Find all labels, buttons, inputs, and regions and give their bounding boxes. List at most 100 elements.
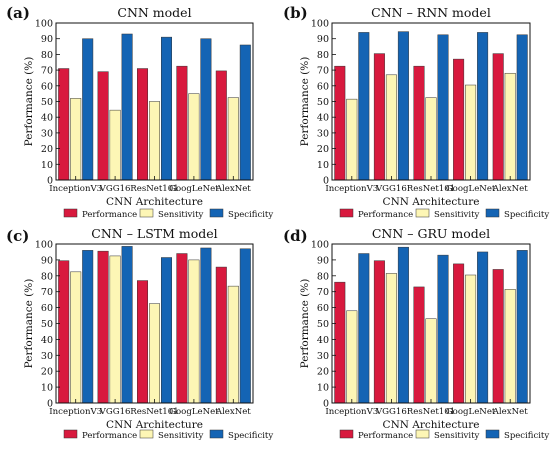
chart-title: CNN – RNN model bbox=[371, 5, 491, 20]
y-tick-label: 50 bbox=[317, 97, 329, 108]
y-tick-label: 90 bbox=[317, 255, 329, 266]
bar-performance-resnet101 bbox=[137, 68, 148, 181]
x-axis-label: CNN Architecture bbox=[106, 196, 203, 208]
bar-sensitivity-vgg16 bbox=[385, 74, 397, 181]
bar-specificity-alexnet bbox=[516, 34, 528, 181]
y-tick-label: 90 bbox=[317, 34, 329, 45]
y-tick-label: 60 bbox=[317, 303, 329, 314]
chart-title: CNN – LSTM model bbox=[91, 226, 217, 241]
panel-label: (d) bbox=[283, 227, 308, 245]
bar-performance-googlenet bbox=[176, 65, 188, 181]
x-tick-label: InceptionV3 bbox=[49, 184, 102, 194]
bar-specificity-googlenet bbox=[200, 247, 212, 404]
bar-specificity-vgg16 bbox=[397, 246, 409, 404]
x-axis-label: CNN Architecture bbox=[106, 419, 203, 431]
legend-label-performance: Performance bbox=[82, 431, 137, 441]
legend-swatch-sensitivity bbox=[139, 208, 154, 218]
bar-specificity-inceptionv3 bbox=[358, 32, 370, 181]
legend-label-performance: Performance bbox=[82, 210, 137, 220]
chart-title: CNN – GRU model bbox=[372, 226, 490, 241]
bar-specificity-alexnet bbox=[516, 250, 528, 404]
panel-label: (c) bbox=[6, 227, 29, 245]
x-tick-label: ResNet101 bbox=[130, 184, 178, 194]
y-tick-label: 10 bbox=[41, 383, 53, 394]
y-tick-label: 100 bbox=[311, 19, 329, 30]
legend-swatch-sensitivity bbox=[139, 429, 154, 439]
x-tick-label: InceptionV3 bbox=[325, 184, 378, 194]
y-tick-label: 70 bbox=[41, 287, 53, 298]
y-tick-label: 20 bbox=[41, 367, 53, 378]
bar-performance-alexnet bbox=[492, 53, 504, 181]
legend-label-specificity: Specificity bbox=[504, 431, 549, 441]
y-tick-label: 0 bbox=[47, 176, 53, 187]
legend-label-sensitivity: Sensitivity bbox=[158, 210, 203, 220]
bar-specificity-resnet101 bbox=[161, 257, 172, 404]
bar-specificity-googlenet bbox=[477, 251, 489, 404]
bar-sensitivity-inceptionv3 bbox=[70, 98, 82, 181]
bar-sensitivity-resnet101 bbox=[425, 318, 437, 404]
y-tick-label: 80 bbox=[317, 50, 329, 61]
y-axis-label: Performance (%) bbox=[23, 279, 35, 369]
legend-swatch-performance bbox=[339, 429, 354, 439]
bar-specificity-inceptionv3 bbox=[358, 253, 370, 404]
bar-performance-googlenet bbox=[453, 58, 465, 181]
bar-performance-vgg16 bbox=[373, 53, 385, 181]
y-tick-label: 40 bbox=[41, 335, 53, 346]
bar-sensitivity-vgg16 bbox=[385, 273, 397, 404]
x-tick-label: GoogLeNet bbox=[169, 184, 219, 194]
bar-sensitivity-inceptionv3 bbox=[70, 271, 82, 404]
bar-sensitivity-resnet101 bbox=[149, 303, 160, 404]
x-axis-label: CNN Architecture bbox=[383, 419, 480, 431]
legend-label-sensitivity: Sensitivity bbox=[434, 210, 479, 220]
y-axis-label: Performance (%) bbox=[299, 279, 311, 369]
y-tick-label: 30 bbox=[41, 351, 53, 362]
bar-specificity-inceptionv3 bbox=[82, 38, 94, 181]
bar-sensitivity-googlenet bbox=[465, 84, 477, 181]
y-tick-label: 100 bbox=[35, 19, 53, 30]
y-tick-label: 30 bbox=[41, 128, 53, 139]
y-tick-label: 80 bbox=[317, 271, 329, 282]
bar-specificity-resnet101 bbox=[437, 34, 449, 181]
bar-performance-alexnet bbox=[215, 266, 227, 404]
bar-specificity-resnet101 bbox=[437, 254, 449, 404]
bar-sensitivity-googlenet bbox=[188, 93, 200, 181]
x-tick-label: VGG16 bbox=[375, 184, 407, 194]
bar-sensitivity-alexnet bbox=[227, 285, 239, 404]
legend-swatch-specificity bbox=[209, 429, 224, 439]
y-tick-label: 70 bbox=[317, 66, 329, 77]
x-tick-label: GoogLeNet bbox=[169, 407, 219, 417]
bar-performance-resnet101 bbox=[137, 280, 148, 404]
bar-sensitivity-inceptionv3 bbox=[346, 98, 358, 181]
x-tick-label: InceptionV3 bbox=[325, 407, 378, 417]
legend-label-performance: Performance bbox=[358, 431, 413, 441]
bar-sensitivity-alexnet bbox=[504, 72, 516, 181]
bar-performance-googlenet bbox=[176, 253, 188, 404]
legend-label-specificity: Specificity bbox=[228, 431, 273, 441]
bar-performance-alexnet bbox=[492, 269, 504, 404]
y-tick-label: 0 bbox=[47, 399, 53, 410]
chart-panel-3: (c) CNN – LSTM model 0 10 20 30 40 50 60 70 80 90 10… bbox=[6, 226, 273, 441]
x-tick-label: AlexNet bbox=[492, 407, 528, 417]
y-tick-label: 50 bbox=[317, 319, 329, 330]
x-tick-label: VGG16 bbox=[375, 407, 407, 417]
panel-label: (b) bbox=[283, 4, 308, 22]
bar-sensitivity-resnet101 bbox=[149, 101, 160, 181]
bar-specificity-vgg16 bbox=[121, 246, 133, 404]
x-tick-label: AlexNet bbox=[492, 184, 528, 194]
y-tick-label: 20 bbox=[41, 144, 53, 155]
bar-specificity-inceptionv3 bbox=[82, 250, 94, 404]
bar-performance-inceptionv3 bbox=[58, 68, 70, 181]
bar-sensitivity-alexnet bbox=[227, 97, 239, 181]
y-tick-label: 60 bbox=[41, 81, 53, 92]
y-tick-label: 60 bbox=[41, 303, 53, 314]
x-tick-label: GoogLeNet bbox=[446, 407, 496, 417]
bar-sensitivity-alexnet bbox=[504, 289, 516, 404]
legend-swatch-specificity bbox=[209, 208, 224, 218]
bar-performance-inceptionv3 bbox=[334, 65, 346, 181]
legend-swatch-performance bbox=[63, 208, 78, 218]
bar-sensitivity-resnet101 bbox=[425, 97, 437, 181]
bar-sensitivity-vgg16 bbox=[109, 255, 121, 404]
legend-swatch-sensitivity bbox=[415, 208, 430, 218]
y-tick-label: 50 bbox=[41, 319, 53, 330]
